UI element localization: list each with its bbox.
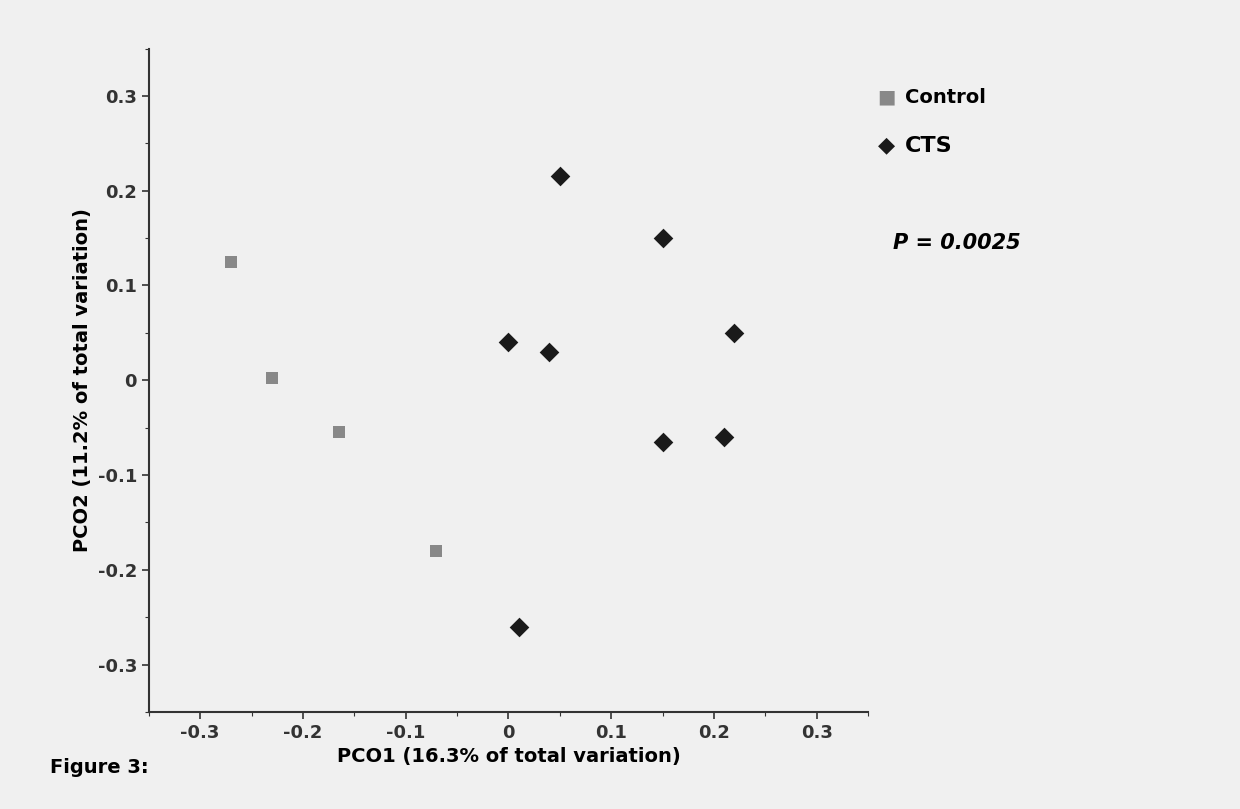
Point — [221, 256, 241, 269]
X-axis label: PCO1 (16.3% of total variation): PCO1 (16.3% of total variation) — [336, 748, 681, 766]
Point — [652, 435, 672, 448]
Y-axis label: PCO2 (11.2% of total variation): PCO2 (11.2% of total variation) — [73, 208, 92, 553]
Point — [329, 426, 348, 438]
Point — [652, 231, 672, 244]
Text: Control: Control — [905, 87, 986, 107]
Point — [262, 372, 281, 385]
Point — [724, 326, 744, 339]
Point — [549, 170, 569, 183]
Point — [498, 336, 518, 349]
Point — [714, 430, 734, 443]
Text: ■: ■ — [878, 87, 895, 107]
Text: Figure 3:: Figure 3: — [50, 758, 149, 777]
Point — [427, 544, 446, 557]
Text: P = 0.0025: P = 0.0025 — [893, 233, 1021, 252]
Point — [539, 345, 559, 358]
Text: CTS: CTS — [905, 136, 952, 155]
Point — [508, 621, 528, 633]
Text: ◆: ◆ — [878, 136, 895, 155]
